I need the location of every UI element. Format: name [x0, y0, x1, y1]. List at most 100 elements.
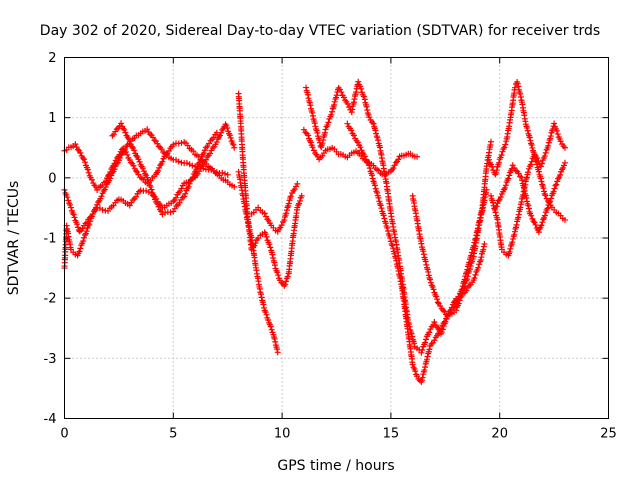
data-point — [111, 160, 118, 167]
data-point — [74, 224, 81, 231]
data-point — [190, 148, 197, 155]
data-point — [136, 158, 143, 165]
data-point — [305, 132, 312, 139]
data-point — [162, 209, 169, 216]
data-point — [283, 207, 290, 214]
data-point — [461, 283, 468, 290]
data-point — [525, 205, 532, 212]
data-point — [271, 262, 278, 269]
data-point — [459, 290, 466, 297]
data-point — [354, 139, 361, 146]
data-point — [423, 336, 430, 343]
data-point — [74, 146, 81, 153]
data-point — [322, 126, 329, 133]
data-point — [131, 147, 138, 154]
data-point — [377, 202, 384, 209]
data-point — [537, 175, 544, 182]
data-point — [283, 210, 290, 217]
x-tick-label: 10 — [274, 427, 291, 442]
data-point — [425, 268, 432, 275]
data-point — [442, 318, 449, 325]
data-point — [268, 326, 275, 333]
data-point — [182, 190, 189, 197]
data-point — [435, 325, 442, 332]
data-point — [116, 151, 123, 158]
data-point — [472, 271, 479, 278]
data-point — [540, 185, 547, 192]
data-point — [230, 141, 237, 148]
x-tick-label: 5 — [169, 427, 177, 442]
data-point — [224, 124, 231, 131]
data-point — [528, 158, 535, 165]
data-point — [534, 155, 541, 162]
data-point — [80, 238, 87, 245]
data-point — [213, 129, 220, 136]
data-point — [539, 219, 546, 226]
data-point — [380, 212, 387, 219]
data-point — [304, 91, 311, 98]
y-tick-label: -1 — [44, 232, 57, 247]
data-point — [197, 157, 204, 164]
data-point — [542, 192, 549, 199]
data-point — [424, 353, 431, 360]
plot-frame — [64, 57, 609, 419]
data-points — [61, 78, 568, 385]
data-point — [83, 228, 90, 235]
data-point — [471, 275, 478, 282]
data-point — [122, 149, 129, 156]
data-point — [135, 156, 142, 163]
data-point — [529, 144, 536, 151]
data-point — [224, 171, 231, 178]
series-arc-j — [344, 120, 488, 385]
data-point — [248, 246, 255, 253]
data-point — [333, 92, 340, 99]
data-point — [421, 367, 428, 374]
data-point — [489, 163, 496, 170]
data-point — [358, 85, 365, 92]
data-point — [519, 177, 526, 184]
data-point — [552, 182, 559, 189]
data-point — [68, 204, 75, 211]
data-point — [84, 166, 91, 173]
data-point — [265, 317, 272, 324]
data-point — [95, 199, 102, 206]
data-point — [118, 120, 125, 127]
y-tick-label: 2 — [48, 51, 56, 66]
data-point — [227, 134, 234, 141]
data-point — [406, 323, 413, 330]
data-point — [132, 167, 139, 174]
data-point — [132, 193, 139, 200]
data-point — [498, 152, 505, 159]
data-point — [422, 258, 429, 265]
data-point — [409, 361, 416, 368]
data-point — [260, 301, 267, 308]
data-point — [493, 167, 500, 174]
data-point — [466, 266, 473, 273]
data-point — [506, 248, 513, 255]
data-point — [481, 241, 488, 248]
data-point — [390, 165, 397, 172]
data-point — [262, 231, 269, 238]
data-point — [67, 201, 74, 208]
data-point — [361, 153, 368, 160]
data-point — [538, 178, 545, 185]
y-tick-label: 0 — [48, 171, 56, 186]
data-point — [107, 169, 114, 176]
data-point — [476, 261, 483, 268]
data-point — [309, 112, 316, 119]
data-point — [274, 228, 281, 235]
data-point — [263, 311, 270, 318]
data-point — [527, 161, 534, 168]
data-point — [306, 99, 313, 106]
data-point — [79, 154, 86, 161]
data-point — [200, 161, 207, 168]
data-point — [509, 239, 516, 246]
data-point — [209, 145, 216, 152]
series-arc-g — [248, 180, 301, 235]
data-point — [363, 158, 370, 165]
data-point — [389, 242, 396, 249]
data-point — [501, 184, 508, 191]
data-point — [114, 154, 121, 161]
